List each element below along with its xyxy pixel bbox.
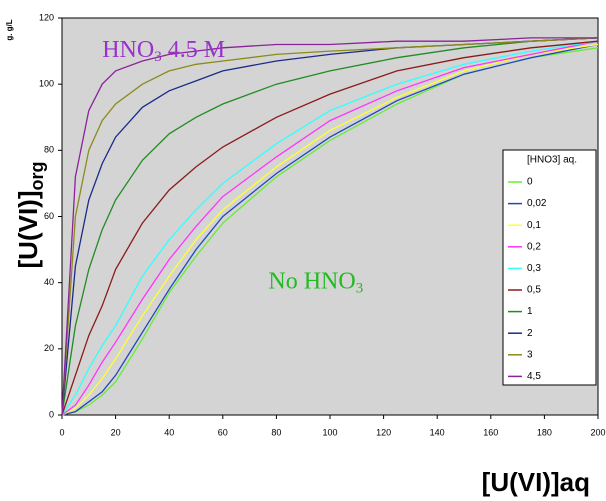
series-line	[61, 47, 599, 416]
legend-label: 0	[527, 177, 533, 188]
series-line	[61, 40, 599, 416]
x-tick-label: 20	[111, 427, 121, 437]
legend-label: 1	[527, 306, 533, 317]
series-line	[61, 43, 599, 416]
series-line	[61, 37, 599, 416]
legend-label: 0,2	[527, 241, 541, 252]
series-line	[61, 37, 599, 416]
annotation-rest: 4.5 M	[162, 37, 225, 63]
annotation-sub: 3	[154, 50, 162, 66]
annotation-sub: 3	[356, 281, 364, 297]
y-tick-label: 120	[39, 12, 54, 22]
legend-label: 0,3	[527, 263, 541, 274]
legend-label: 4,5	[527, 371, 541, 382]
annotation-text: HNO	[102, 37, 154, 63]
legend-label: 0,5	[527, 285, 541, 296]
annotation: HNO3 4.5 M	[102, 37, 225, 66]
y-axis-title-text: [U(VI)]	[13, 191, 43, 269]
x-tick-label: 80	[271, 427, 281, 437]
y-axis-title: [U(VI)]org	[13, 162, 47, 269]
legend-label: 3	[527, 349, 533, 360]
annotation-text: No HNO	[268, 268, 355, 294]
y-tick-label: 20	[44, 343, 54, 353]
x-tick-label: 40	[164, 427, 174, 437]
series-line	[61, 40, 599, 416]
legend-title: [HNO3] aq.	[527, 155, 577, 166]
annotation: No HNO3	[268, 268, 363, 297]
series-line	[61, 37, 598, 416]
x-tick-label: 160	[483, 427, 498, 437]
y-axis-title-sub: org	[27, 162, 47, 191]
series-line	[61, 40, 599, 416]
y-unit: g. g/L	[5, 19, 14, 40]
x-tick-label: 100	[322, 427, 337, 437]
x-tick-label: 140	[430, 427, 445, 437]
y-tick-label: 80	[44, 145, 54, 155]
y-tick-label: 100	[39, 79, 54, 89]
legend-box	[502, 149, 597, 386]
x-tick-label: 60	[218, 427, 228, 437]
x-axis-title: [U(VI)]aq	[482, 467, 590, 497]
y-tick-label: 0	[49, 409, 54, 419]
x-tick-label: 0	[59, 427, 64, 437]
legend-label: 0,1	[527, 220, 541, 231]
x-tick-label: 180	[537, 427, 552, 437]
x-tick-label: 120	[376, 427, 391, 437]
legend-label: 0,02	[527, 198, 547, 209]
y-tick-label: 40	[44, 277, 54, 287]
series-line	[61, 43, 599, 416]
y-tick-label: 60	[44, 211, 54, 221]
legend-label: 2	[527, 328, 533, 339]
x-tick-label: 200	[590, 427, 605, 437]
